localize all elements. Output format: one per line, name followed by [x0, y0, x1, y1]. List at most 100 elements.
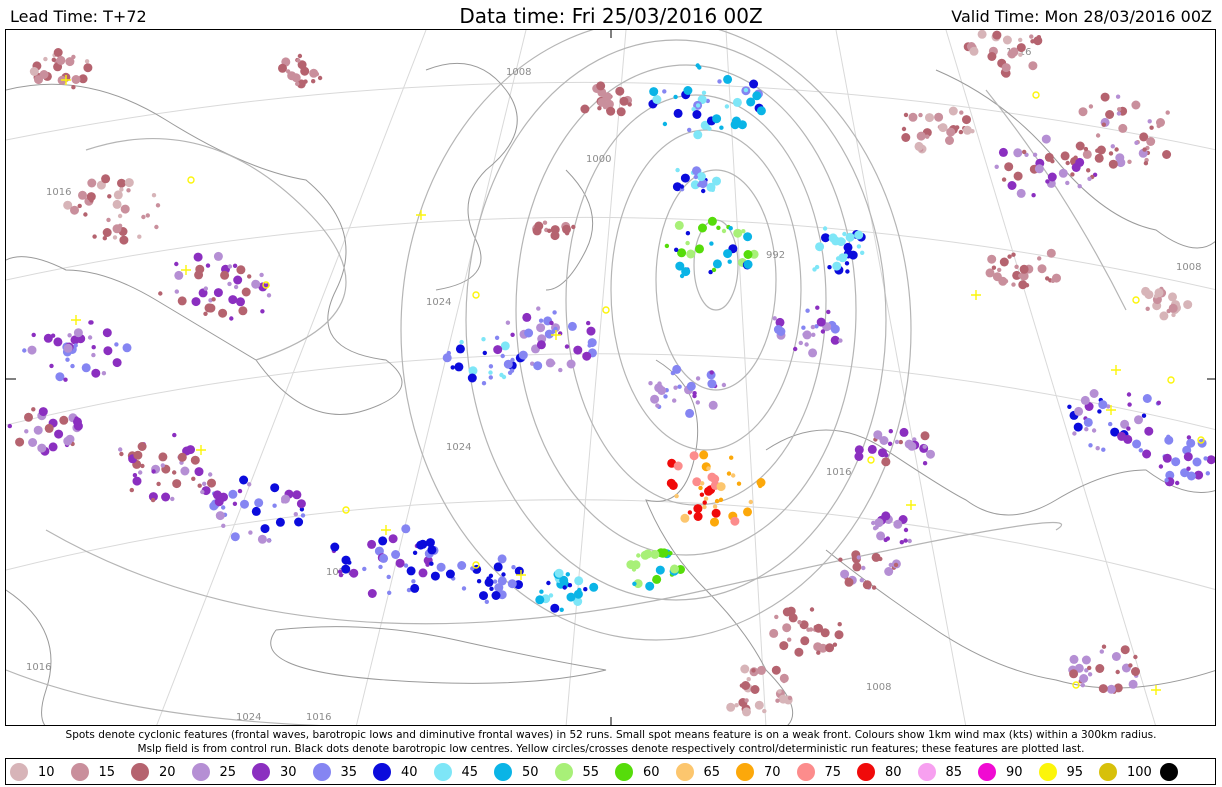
isobar-label: 1016	[826, 467, 851, 478]
feature-spot	[172, 479, 182, 489]
feature-spot	[546, 580, 551, 586]
feature-spot	[606, 106, 616, 116]
feature-spot	[840, 569, 850, 579]
feature-spot	[31, 332, 36, 338]
feature-spot	[59, 415, 69, 425]
feature-spot	[1096, 145, 1106, 155]
deterministic-cross-marker	[381, 525, 391, 535]
feature-spot	[1095, 148, 1100, 153]
control-circle-marker	[342, 506, 350, 514]
feature-spot	[845, 269, 850, 274]
feature-spot	[43, 333, 53, 343]
caption: Spots denote cyclonic features (frontal …	[0, 728, 1222, 756]
feature-spot	[174, 261, 179, 267]
feature-spot	[838, 557, 843, 562]
feature-spot	[341, 555, 351, 565]
feature-spot	[655, 403, 660, 408]
feature-spot	[550, 231, 560, 241]
feature-spot	[430, 571, 440, 581]
feature-spot	[1077, 184, 1082, 189]
feature-spot	[707, 379, 717, 389]
feature-spot	[145, 213, 150, 218]
feature-spot	[468, 366, 478, 376]
graticule	[6, 30, 1215, 725]
feature-spot	[1044, 152, 1054, 162]
feature-spot	[918, 112, 923, 118]
feature-spot	[687, 510, 693, 515]
feature-spot	[860, 250, 865, 255]
feature-spot	[727, 259, 732, 264]
feature-spot	[74, 416, 79, 421]
feature-spot	[844, 577, 854, 587]
control-circle-marker	[1197, 436, 1205, 444]
feature-spot	[292, 490, 302, 500]
feature-spot	[1101, 447, 1106, 452]
feature-spot	[1065, 160, 1070, 166]
feature-spot	[825, 643, 835, 653]
feature-spot	[547, 228, 552, 233]
control-markers	[61, 75, 1205, 695]
feature-spot	[728, 226, 733, 231]
feature-spot	[240, 499, 249, 509]
feature-spot	[692, 393, 697, 399]
feature-spot	[299, 507, 305, 512]
feature-spot	[716, 482, 726, 492]
isobar-label: 992	[766, 250, 785, 261]
feature-spot	[220, 270, 230, 280]
feature-spot	[1205, 471, 1211, 476]
legend-swatch	[131, 763, 149, 781]
feature-spot	[362, 566, 367, 572]
feature-spot	[499, 372, 504, 378]
feature-spot	[664, 243, 670, 249]
feature-spot	[406, 566, 416, 576]
feature-spot	[934, 112, 944, 122]
feature-spot	[854, 230, 864, 240]
feature-spot	[213, 288, 223, 298]
legend-swatch	[433, 763, 452, 781]
feature-spot	[813, 642, 823, 652]
deterministic-cross-marker	[416, 210, 426, 220]
feature-spot	[920, 431, 930, 441]
feature-spot	[704, 486, 713, 496]
feature-spot	[200, 489, 205, 495]
feature-spot	[1134, 415, 1143, 425]
feature-spot	[674, 247, 679, 252]
feature-spot	[488, 364, 494, 369]
feature-spot	[1073, 422, 1083, 432]
feature-spot	[270, 483, 280, 493]
feature-spot	[1067, 404, 1072, 409]
feature-spot	[702, 500, 707, 505]
feature-spot	[410, 583, 420, 593]
legend-label: 65	[703, 765, 721, 780]
feature-spot	[1097, 409, 1102, 414]
deterministic-cross-marker	[61, 75, 71, 85]
feature-spot	[774, 614, 779, 620]
legend-swatch	[736, 763, 754, 781]
feature-spot	[1029, 34, 1034, 39]
legend-label: 60	[643, 765, 660, 780]
feature-spot	[221, 505, 226, 510]
feature-spot	[151, 193, 157, 198]
feature-spot	[1117, 107, 1122, 112]
feature-spot	[652, 95, 662, 104]
feature-spot	[707, 216, 717, 226]
feature-spot	[78, 190, 87, 200]
feature-spot	[406, 587, 412, 593]
feature-spot	[427, 545, 437, 555]
feature-spot	[749, 79, 759, 89]
feature-spot	[674, 220, 684, 230]
feature-spot	[782, 607, 792, 617]
deterministic-cross-marker	[906, 500, 916, 510]
feature-spot	[707, 126, 712, 131]
feature-spot	[1069, 654, 1079, 664]
feature-spot	[63, 377, 68, 382]
feature-spots	[7, 30, 1215, 717]
feature-spot	[311, 79, 316, 84]
feature-spot	[854, 452, 864, 461]
feature-spot	[712, 114, 722, 124]
feature-spot	[883, 537, 888, 543]
feature-spot	[395, 558, 405, 568]
feature-spot	[662, 89, 667, 94]
isobar-label: 1016	[26, 662, 51, 673]
feature-spot	[479, 591, 488, 601]
